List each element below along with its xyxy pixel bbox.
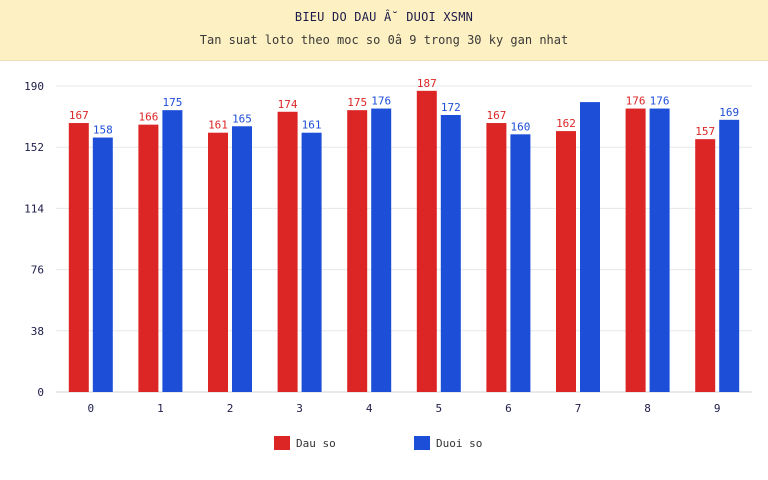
legend-swatch-dau <box>274 436 290 450</box>
x-tick-label: 4 <box>366 402 373 415</box>
bar-duoi <box>510 134 531 392</box>
y-tick-label: 152 <box>24 141 44 154</box>
y-tick-label: 38 <box>31 325 44 338</box>
y-tick-label: 190 <box>24 80 44 93</box>
bar-dau <box>486 123 507 392</box>
legend-swatch-duoi <box>414 436 430 450</box>
data-label: 167 <box>486 109 506 122</box>
data-label: 175 <box>162 96 182 109</box>
bar-dau <box>556 131 576 392</box>
bar-duoi <box>440 114 461 392</box>
bar-duoi <box>649 108 670 392</box>
chart-title: BIEU DO DAU Â˘ DUOI XSMN <box>294 10 474 24</box>
x-tick-label: 7 <box>575 402 582 415</box>
x-tick-label: 8 <box>644 402 651 415</box>
x-tick-label: 0 <box>87 402 94 415</box>
bar-dau <box>416 90 437 393</box>
y-tick-label: 76 <box>31 264 44 277</box>
x-tick-label: 3 <box>296 402 303 415</box>
bar-dau <box>138 124 159 392</box>
chart-header: BIEU DO DAU Â˘ DUOI XSMN Tan suat loto t… <box>0 0 768 61</box>
bar-duoi <box>92 137 113 392</box>
data-label: 166 <box>138 111 158 124</box>
bar-duoi <box>232 126 252 393</box>
data-label: 174 <box>278 98 298 111</box>
data-label: 165 <box>232 112 252 125</box>
bar-duoi <box>162 110 183 392</box>
data-label: 167 <box>69 109 89 122</box>
x-tick-label: 5 <box>435 402 442 415</box>
bar-dau <box>347 110 368 392</box>
x-tick-label: 9 <box>714 402 721 415</box>
data-label: 172 <box>441 101 461 114</box>
legend-item-dau[interactable]: Dau so <box>274 436 336 450</box>
data-label: 162 <box>556 117 576 130</box>
data-label: 175 <box>347 96 367 109</box>
bar-duoi <box>371 108 392 392</box>
data-label: 176 <box>626 95 646 108</box>
legend-label-dau: Dau so <box>296 436 336 450</box>
bar-duoi <box>301 132 322 392</box>
data-label: 160 <box>510 120 530 133</box>
data-label: 158 <box>93 124 113 137</box>
x-tick-label: 1 <box>157 402 164 415</box>
data-label: 161 <box>208 119 228 132</box>
bar-dau <box>625 108 646 392</box>
legend-label-duoi: Duoi so <box>436 436 483 450</box>
data-label: 169 <box>719 106 739 119</box>
data-label: 157 <box>695 125 715 138</box>
y-tick-label: 114 <box>24 202 44 215</box>
bar-dau <box>208 132 228 392</box>
bar-dau <box>277 111 298 392</box>
y-tick-label: 0 <box>37 386 44 399</box>
legend-item-duoi[interactable]: Duoi so <box>414 436 482 450</box>
data-label: 161 <box>302 119 322 132</box>
bar-duoi <box>580 102 600 393</box>
bar-dau <box>695 139 716 392</box>
chart-subtitle: Tan suat loto theo moc so 0â 9 trong 30 … <box>199 33 569 47</box>
chart-legend: Dau so Duoi so <box>0 436 768 454</box>
data-label: 176 <box>371 95 391 108</box>
x-tick-label: 2 <box>227 402 234 415</box>
bar-dau <box>68 123 89 392</box>
data-label: 187 <box>417 77 437 90</box>
data-label: 176 <box>650 95 670 108</box>
bar-duoi <box>719 119 740 393</box>
x-tick-label: 6 <box>505 402 512 415</box>
